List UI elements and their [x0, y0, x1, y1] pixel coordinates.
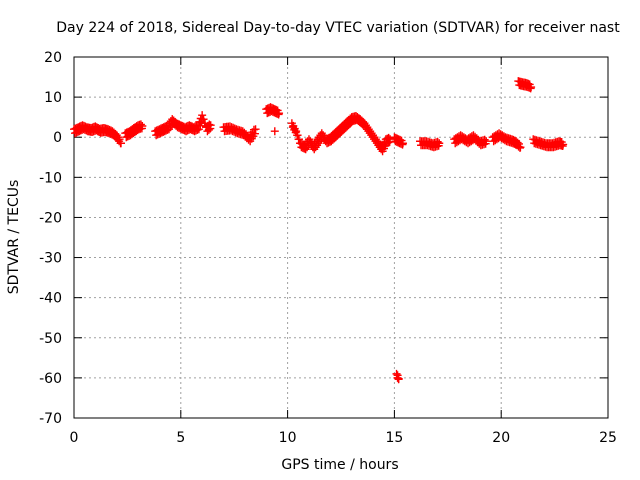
data-point: [206, 121, 215, 130]
y-tick-label: -50: [39, 331, 62, 347]
data-point: [199, 115, 208, 124]
data-point: [294, 135, 303, 144]
y-tick-label: -40: [39, 291, 62, 307]
data-point: [138, 121, 147, 130]
data-point: [433, 137, 442, 146]
x-tick-label: 10: [279, 430, 297, 446]
data-point: [394, 374, 403, 383]
x-tick-label: 25: [599, 430, 617, 446]
y-tick-label: -20: [39, 210, 62, 226]
data-point: [513, 138, 522, 147]
data-point: [275, 109, 284, 118]
x-axis-label: GPS time / hours: [281, 457, 398, 473]
data-point: [136, 120, 145, 129]
y-tick-label: -70: [39, 411, 62, 427]
data-point: [251, 125, 260, 134]
x-tick-label: 20: [492, 430, 510, 446]
data-point: [527, 83, 536, 92]
y-tick-label: -60: [39, 371, 62, 387]
plot-frame: [73, 56, 609, 419]
y-tick-label: 10: [44, 90, 62, 106]
y-tick-label: -30: [39, 251, 62, 267]
axis-ticks: [73, 56, 609, 419]
data-point: [115, 135, 124, 144]
data-point: [292, 127, 301, 136]
data-point: [270, 127, 279, 136]
data-point: [482, 137, 491, 146]
chart-title: Day 224 of 2018, Sidereal Day-to-day VTE…: [56, 20, 620, 36]
data-point: [435, 139, 444, 148]
data-point: [516, 143, 525, 152]
x-tick-label: 0: [70, 430, 79, 446]
y-tick-label: 0: [53, 130, 62, 146]
tick-labels: 20 10 0 -10 -20 -30 -40 -50 -60 -70 0 5 10 15 20 25: [39, 50, 617, 446]
y-axis-label: SDTVAR / TECUs: [6, 180, 22, 295]
data-point: [559, 140, 568, 149]
data-point: [398, 139, 407, 148]
grid-lines: [74, 57, 608, 418]
data-point: [393, 371, 402, 380]
data-point: [480, 135, 489, 144]
data-point: [392, 369, 401, 378]
y-tick-label: 20: [44, 50, 62, 66]
data-point: [293, 131, 302, 140]
data-point: [386, 135, 395, 144]
x-tick-label: 15: [385, 430, 403, 446]
data-point: [198, 111, 207, 120]
x-tick-label: 5: [176, 430, 185, 446]
y-tick-label: -10: [39, 170, 62, 186]
data-point: [116, 139, 125, 148]
data-points: [70, 77, 568, 384]
